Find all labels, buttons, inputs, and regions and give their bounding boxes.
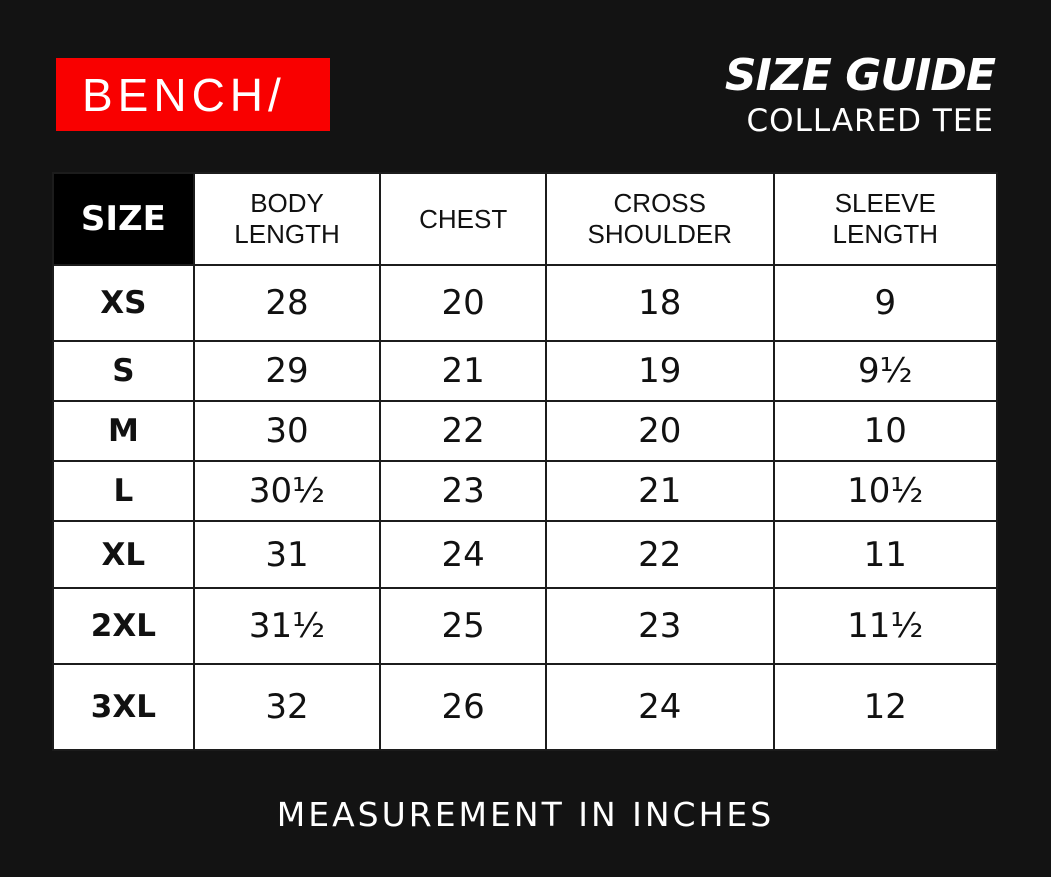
measurement-cell: 31½	[192, 587, 382, 665]
measurement-cell: 20	[544, 400, 775, 462]
measurement-cell: 11½	[772, 587, 999, 665]
column-header: SLEEVE LENGTH	[772, 172, 999, 266]
measurement-cell: 24	[379, 520, 547, 589]
measurement-cell: 31	[192, 520, 382, 589]
measurement-cell: 24	[544, 663, 775, 751]
size-cell: 3XL	[52, 663, 195, 751]
bench-logo: BENCH/	[56, 58, 330, 131]
header-row: SIZE BODY LENGTH CHEST CROSS SHOULDER SLEEVE…	[52, 172, 999, 266]
size-cell: M	[52, 400, 195, 462]
measurement-cell: 19	[544, 340, 775, 402]
column-header: CROSS SHOULDER	[544, 172, 775, 266]
size-cell: 2XL	[52, 587, 195, 665]
table-row: 2XL 31½ 25 23 11½	[52, 587, 999, 665]
table-row: XL 31 24 22 11	[52, 520, 999, 589]
measurement-cell: 23	[379, 460, 547, 522]
page-subtitle: COLLARED TEE	[746, 103, 994, 139]
size-cell: S	[52, 340, 195, 402]
measurement-cell: 22	[544, 520, 775, 589]
measurement-cell: 25	[379, 587, 547, 665]
size-cell: XL	[52, 520, 195, 589]
measurement-cell: 29	[192, 340, 382, 402]
measurement-cell: 18	[544, 264, 775, 342]
measurement-cell: 12	[772, 663, 999, 751]
size-cell: L	[52, 460, 195, 522]
column-header: BODY LENGTH	[192, 172, 382, 266]
size-cell: XS	[52, 264, 195, 342]
measurement-cell: 10½	[772, 460, 999, 522]
table-row: L 30½ 23 21 10½	[52, 460, 999, 522]
measurement-cell: 26	[379, 663, 547, 751]
measurement-cell: 28	[192, 264, 382, 342]
measurement-cell: 21	[544, 460, 775, 522]
column-header: SIZE	[52, 172, 195, 266]
measurement-cell: 30½	[192, 460, 382, 522]
measurement-cell: 11	[772, 520, 999, 589]
measurement-cell: 10	[772, 400, 999, 462]
measurement-cell: 23	[544, 587, 775, 665]
measurement-cell: 32	[192, 663, 382, 751]
units-note: MEASUREMENT IN INCHES	[276, 795, 775, 834]
measurement-cell: 21	[379, 340, 547, 402]
table-row: XS 28 20 18 9	[52, 264, 999, 342]
measurement-cell: 22	[379, 400, 547, 462]
measurement-cell: 9	[772, 264, 999, 342]
size-table: SIZE BODY LENGTH CHEST CROSS SHOULDER SLEEVE…	[52, 172, 999, 751]
measurement-cell: 30	[192, 400, 382, 462]
table-row: S 29 21 19 9½	[52, 340, 999, 402]
table-row: M 30 22 20 10	[52, 400, 999, 462]
column-header: CHEST	[379, 172, 547, 266]
measurement-cell: 9½	[772, 340, 999, 402]
page-title: SIZE GUIDE	[724, 50, 996, 101]
table-row: 3XL 32 26 24 12	[52, 663, 999, 751]
measurement-cell: 20	[379, 264, 547, 342]
